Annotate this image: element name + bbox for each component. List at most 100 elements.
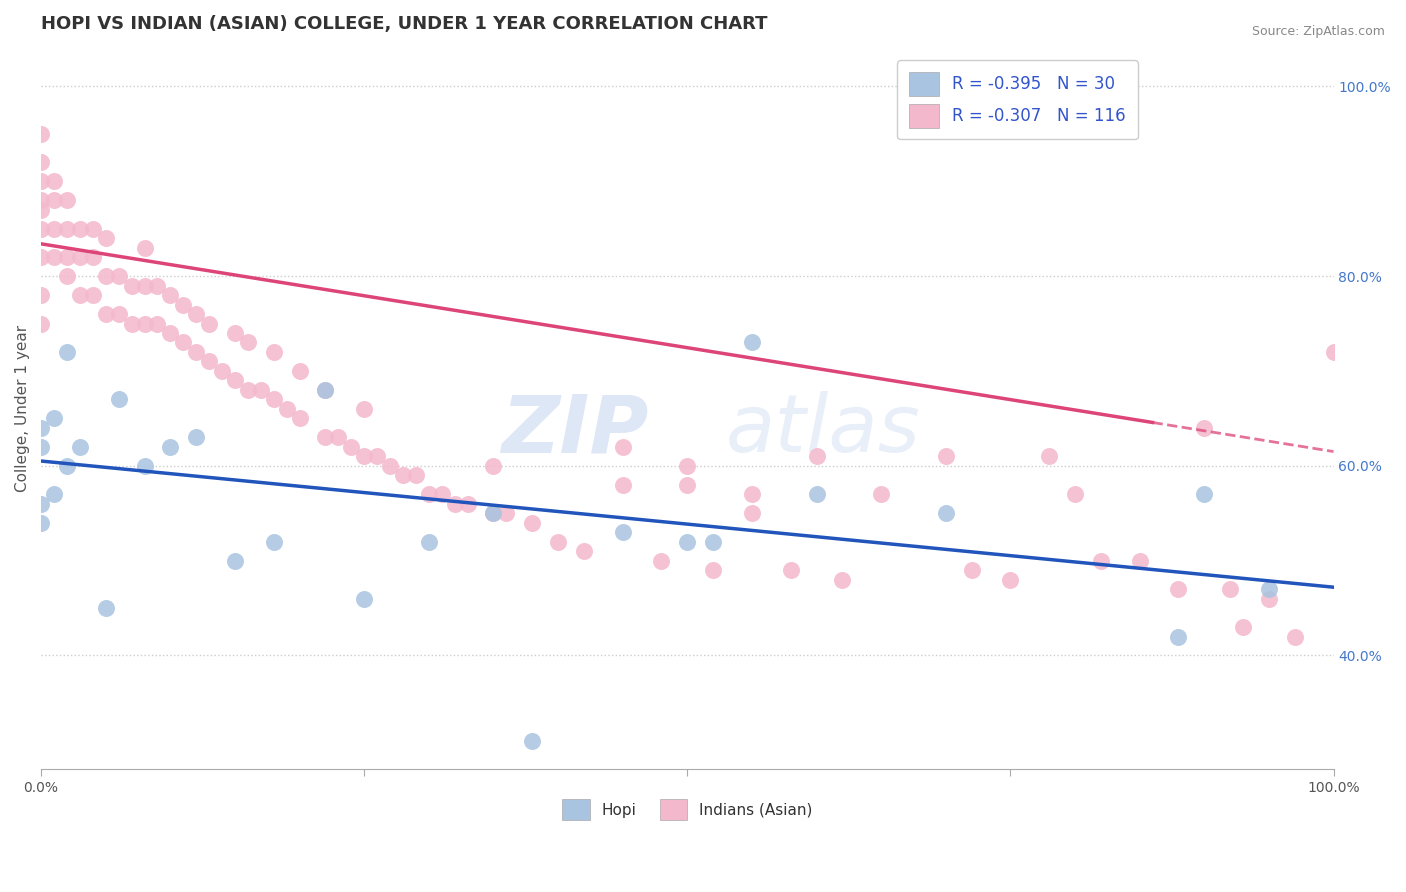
Point xyxy=(159,326,181,340)
Point xyxy=(935,450,957,464)
Point xyxy=(198,354,221,368)
Point xyxy=(30,174,52,188)
Point xyxy=(94,269,117,284)
Point xyxy=(1090,554,1112,568)
Point xyxy=(82,250,104,264)
Point xyxy=(42,174,65,188)
Point xyxy=(30,127,52,141)
Point xyxy=(146,317,169,331)
Point xyxy=(779,563,801,577)
Point xyxy=(211,364,233,378)
Point xyxy=(30,155,52,169)
Point xyxy=(56,269,79,284)
Point xyxy=(378,458,401,473)
Point xyxy=(482,506,505,520)
Point xyxy=(263,392,285,407)
Point xyxy=(1167,630,1189,644)
Point xyxy=(42,487,65,501)
Point xyxy=(172,297,194,311)
Point xyxy=(1232,620,1254,634)
Point xyxy=(224,326,246,340)
Point xyxy=(741,335,763,350)
Point xyxy=(806,487,828,501)
Point xyxy=(56,221,79,235)
Point xyxy=(418,487,440,501)
Point xyxy=(960,563,983,577)
Point xyxy=(30,497,52,511)
Point xyxy=(172,335,194,350)
Point xyxy=(831,573,853,587)
Point xyxy=(522,516,544,530)
Point xyxy=(340,440,363,454)
Point xyxy=(1257,582,1279,596)
Legend: Hopi, Indians (Asian): Hopi, Indians (Asian) xyxy=(555,793,818,827)
Point xyxy=(42,411,65,425)
Point xyxy=(42,193,65,207)
Point xyxy=(314,383,336,397)
Point xyxy=(30,202,52,217)
Point xyxy=(702,534,724,549)
Point xyxy=(107,307,129,321)
Point xyxy=(107,392,129,407)
Point xyxy=(146,278,169,293)
Point xyxy=(1129,554,1152,568)
Point xyxy=(353,450,375,464)
Point xyxy=(159,440,181,454)
Point xyxy=(328,430,350,444)
Point xyxy=(1000,573,1022,587)
Point xyxy=(250,383,273,397)
Point xyxy=(30,317,52,331)
Point xyxy=(236,383,259,397)
Point xyxy=(134,458,156,473)
Point xyxy=(134,317,156,331)
Point xyxy=(42,250,65,264)
Point xyxy=(1194,421,1216,435)
Point xyxy=(1257,591,1279,606)
Text: atlas: atlas xyxy=(725,392,921,469)
Point xyxy=(186,345,208,359)
Point xyxy=(495,506,517,520)
Point xyxy=(94,231,117,245)
Point xyxy=(56,458,79,473)
Point xyxy=(482,506,505,520)
Point xyxy=(1064,487,1087,501)
Point xyxy=(806,450,828,464)
Point xyxy=(741,506,763,520)
Point xyxy=(107,269,129,284)
Point xyxy=(457,497,479,511)
Point xyxy=(224,373,246,387)
Point xyxy=(870,487,893,501)
Point xyxy=(30,288,52,302)
Point xyxy=(741,487,763,501)
Point xyxy=(353,401,375,416)
Point xyxy=(69,440,91,454)
Point xyxy=(224,554,246,568)
Point xyxy=(82,221,104,235)
Point xyxy=(1194,487,1216,501)
Point xyxy=(676,458,699,473)
Point xyxy=(612,477,634,491)
Point xyxy=(443,497,465,511)
Point xyxy=(676,477,699,491)
Point xyxy=(702,563,724,577)
Point xyxy=(30,250,52,264)
Point xyxy=(418,534,440,549)
Point xyxy=(121,317,143,331)
Point xyxy=(159,288,181,302)
Point xyxy=(314,383,336,397)
Point xyxy=(263,345,285,359)
Point xyxy=(134,278,156,293)
Point xyxy=(612,440,634,454)
Point xyxy=(276,401,298,416)
Point xyxy=(198,317,221,331)
Point xyxy=(650,554,672,568)
Text: HOPI VS INDIAN (ASIAN) COLLEGE, UNDER 1 YEAR CORRELATION CHART: HOPI VS INDIAN (ASIAN) COLLEGE, UNDER 1 … xyxy=(41,15,768,33)
Point xyxy=(572,544,595,558)
Point xyxy=(134,241,156,255)
Point xyxy=(56,193,79,207)
Point xyxy=(547,534,569,549)
Point xyxy=(94,307,117,321)
Point xyxy=(30,421,52,435)
Point xyxy=(1219,582,1241,596)
Point xyxy=(30,516,52,530)
